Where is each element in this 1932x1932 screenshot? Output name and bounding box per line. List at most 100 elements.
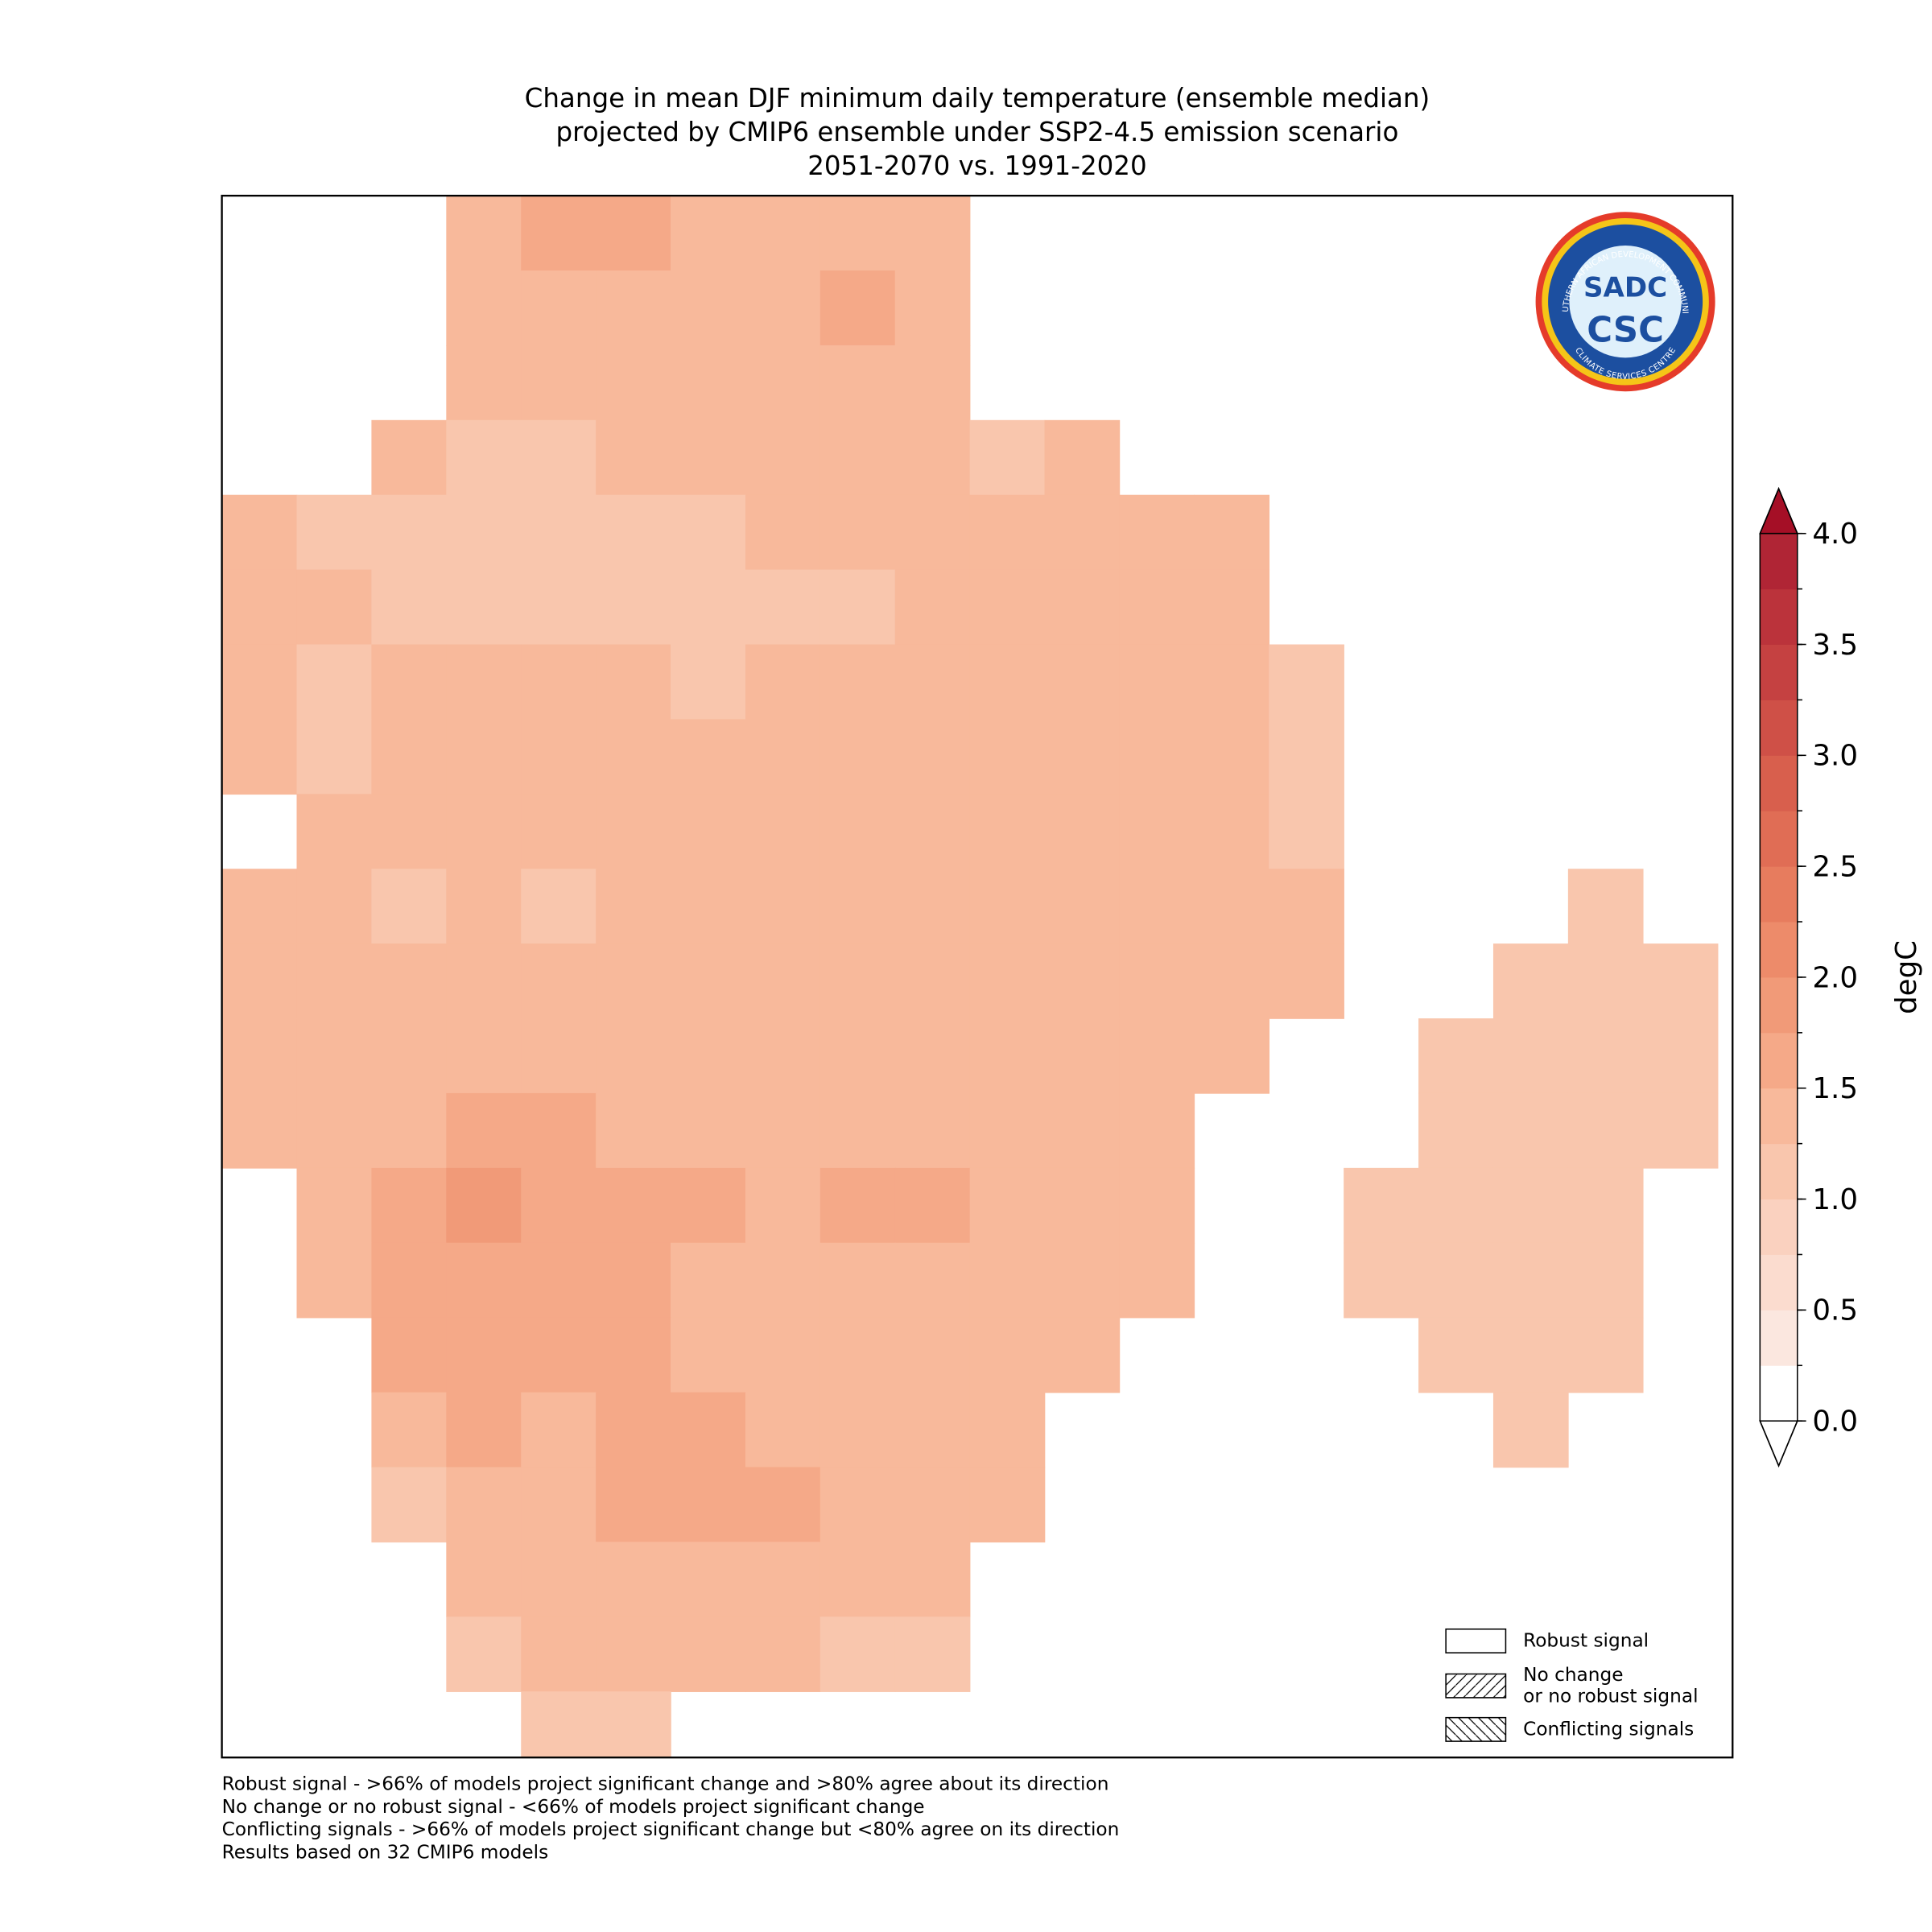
grid-cell	[671, 345, 746, 421]
grid-cell	[446, 494, 522, 571]
grid-cell	[894, 345, 971, 421]
grid-cell	[1194, 494, 1270, 571]
grid-cell	[1567, 869, 1644, 944]
grid-cell	[296, 1242, 373, 1319]
grid-cell	[596, 494, 671, 571]
grid-cell	[671, 1467, 746, 1543]
grid-cell	[969, 1018, 1046, 1094]
grid-cell	[1044, 1018, 1121, 1094]
grid-cell	[1269, 794, 1344, 869]
grid-cell	[296, 644, 373, 720]
grid-cell	[521, 869, 597, 944]
grid-cell	[1119, 869, 1195, 944]
grid-cell	[1044, 869, 1121, 944]
grid-cell	[521, 1392, 597, 1468]
grid-cell	[596, 943, 671, 1019]
grid-cell	[1492, 1392, 1569, 1468]
grid-cell	[745, 494, 821, 571]
title-line: Change in mean DJF minimum daily tempera…	[525, 83, 1430, 114]
grid-cell	[745, 1317, 821, 1393]
grid-cell	[521, 719, 597, 795]
colorbar-bin	[1760, 533, 1798, 590]
grid-cell	[819, 345, 896, 421]
grid-cell	[745, 1167, 821, 1244]
grid-cell	[446, 794, 522, 869]
grid-cell	[969, 419, 1046, 496]
grid-cell	[969, 1242, 1046, 1319]
grid-cell	[671, 719, 746, 795]
colorbar-bin	[1760, 644, 1798, 700]
grid-cell	[521, 794, 597, 869]
grid-cell	[446, 1018, 522, 1094]
colorbar-tick-label: 4.0	[1812, 518, 1858, 551]
grid-cell	[745, 869, 821, 944]
grid-cell	[446, 196, 522, 271]
grid-cell	[596, 1467, 671, 1543]
grid-cell	[521, 943, 597, 1019]
grid-cell	[745, 1092, 821, 1169]
grid-cell	[1269, 943, 1344, 1019]
grid-cell	[671, 196, 746, 271]
grid-cell	[596, 1018, 671, 1094]
grid-cell	[894, 196, 971, 271]
grid-cell	[894, 719, 971, 795]
grid-cell	[446, 1616, 522, 1692]
grid-cell	[1119, 794, 1195, 869]
grid-cell	[894, 1167, 971, 1244]
grid-cell	[221, 1018, 298, 1094]
grid-cell	[969, 1092, 1046, 1169]
logo-name: CSC	[1587, 310, 1664, 350]
grid-cell	[446, 419, 522, 496]
grid-cell	[446, 1242, 522, 1319]
grid-cell	[1642, 1092, 1719, 1169]
footnote: Robust signal - >66% of models project s…	[222, 1773, 1109, 1794]
grid-cell	[596, 869, 671, 944]
grid-cell	[1492, 1242, 1569, 1319]
grid-cell	[221, 719, 298, 795]
grid-cell	[371, 719, 448, 795]
grid-cell	[969, 569, 1046, 646]
grid-cell	[371, 1392, 448, 1468]
grid-cell	[819, 1467, 896, 1543]
grid-cell	[894, 1018, 971, 1094]
grid-cell	[894, 569, 971, 646]
grid-cell	[296, 1167, 373, 1244]
grid-cell	[446, 1092, 522, 1169]
logo-center	[1569, 246, 1682, 358]
grid-cell	[1269, 869, 1344, 944]
grid-cell	[1567, 943, 1644, 1019]
grid-cell	[596, 1691, 671, 1758]
colorbar-bin	[1760, 976, 1798, 1034]
grid-cell	[371, 1467, 448, 1543]
grid-cell	[894, 1242, 971, 1319]
colorbar-tick-label: 3.0	[1812, 740, 1858, 773]
grid-cell	[1044, 794, 1121, 869]
grid-cell	[371, 644, 448, 720]
colorbar-bin	[1760, 1310, 1798, 1366]
grid-cell	[894, 869, 971, 944]
legend-swatch	[1445, 1628, 1507, 1653]
grid-cell	[596, 1242, 671, 1319]
colorbar-tick-label: 1.0	[1812, 1183, 1858, 1216]
grid-cell	[1567, 1317, 1644, 1393]
grid-cell	[894, 1392, 971, 1468]
grid-cell	[745, 196, 821, 271]
grid-cell	[671, 1018, 746, 1094]
grid-cell	[371, 494, 448, 571]
grid-cell	[969, 943, 1046, 1019]
grid-cell	[894, 1542, 971, 1618]
grid-cell	[596, 345, 671, 421]
grid-cell	[1567, 1167, 1644, 1244]
grid-cell	[894, 419, 971, 496]
grid-cell	[745, 1467, 821, 1543]
grid-cell	[596, 794, 671, 869]
map-frame	[221, 194, 1734, 1759]
grid-cell	[1492, 1167, 1569, 1244]
grid-cell	[446, 1392, 522, 1468]
grid-cell	[296, 719, 373, 795]
grid-cell	[1418, 1317, 1494, 1393]
colorbar-bin	[1760, 755, 1798, 811]
grid-cell	[446, 1317, 522, 1393]
grid-cell	[969, 1467, 1046, 1543]
